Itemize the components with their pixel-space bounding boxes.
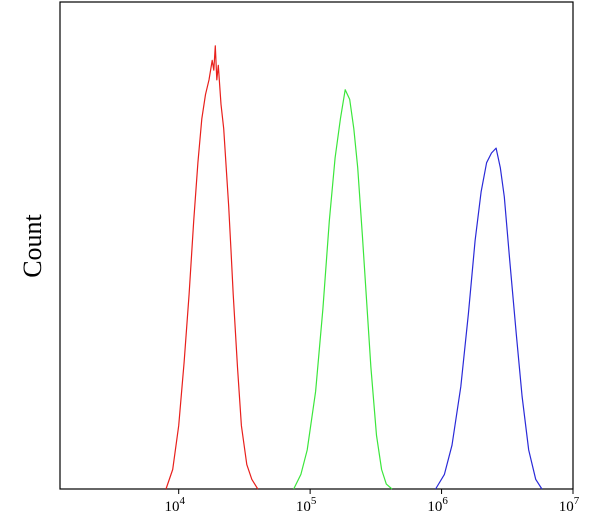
x-tick-exponent: 7 [574,495,580,507]
x-tick-label: 107 [559,495,580,515]
series-group [165,45,543,490]
x-tick-base: 10 [296,499,311,515]
x-tick-label: 105 [296,495,317,515]
histogram-series-3 [435,147,543,490]
x-tick-exponent: 6 [442,495,448,507]
x-tick-exponent: 5 [311,495,317,507]
x-tick-label: 106 [427,495,448,515]
histogram-series-1 [165,45,259,490]
plot-frame [59,1,574,490]
y-axis-label: Count [18,213,47,277]
x-axis-ticks: 104 105 106 107 [164,489,580,515]
x-tick-exponent: 4 [179,495,185,507]
x-tick-base: 10 [427,499,442,515]
histogram-series-2 [293,89,393,490]
x-tick-base: 10 [559,499,574,515]
x-tick-label: 104 [164,495,185,515]
x-tick-base: 10 [164,499,179,515]
